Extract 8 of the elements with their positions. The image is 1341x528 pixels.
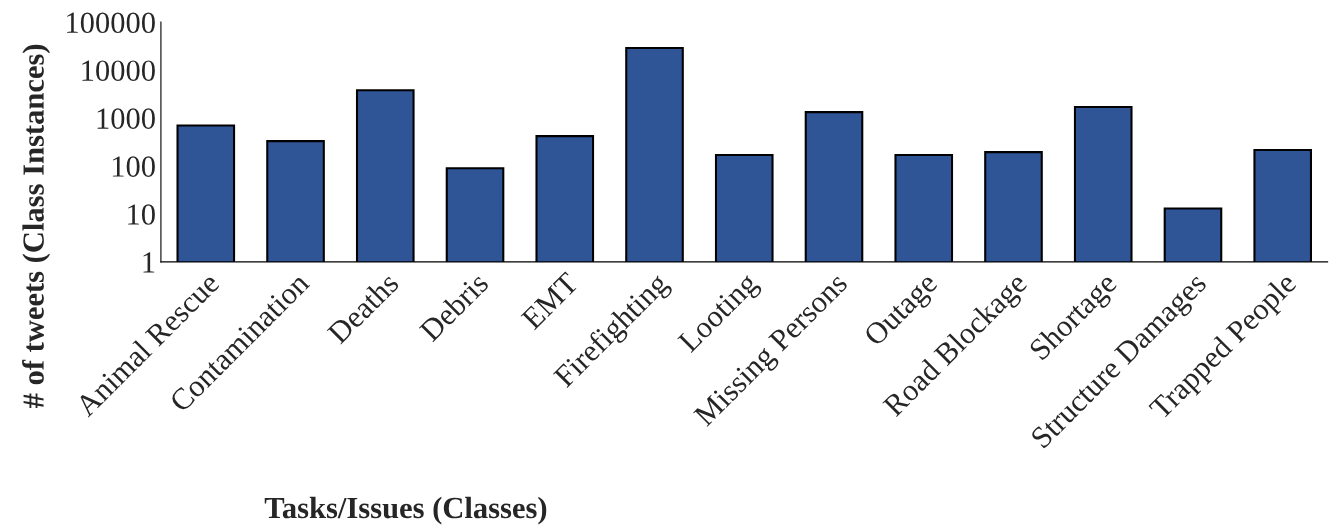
y-tick-label: 10 bbox=[128, 204, 155, 225]
y-tick-label: 1000 bbox=[97, 108, 155, 129]
x-axis-title: Tasks/Issues (Classes) bbox=[264, 496, 547, 525]
y-tick-label: 1 bbox=[143, 252, 155, 273]
y-tick-label: 100 bbox=[112, 156, 155, 177]
y-tick-label: 100000 bbox=[67, 12, 155, 34]
y-tick-label: 10000 bbox=[82, 60, 155, 82]
y-axis-title: # of tweets (Class Instances) bbox=[22, 44, 51, 408]
